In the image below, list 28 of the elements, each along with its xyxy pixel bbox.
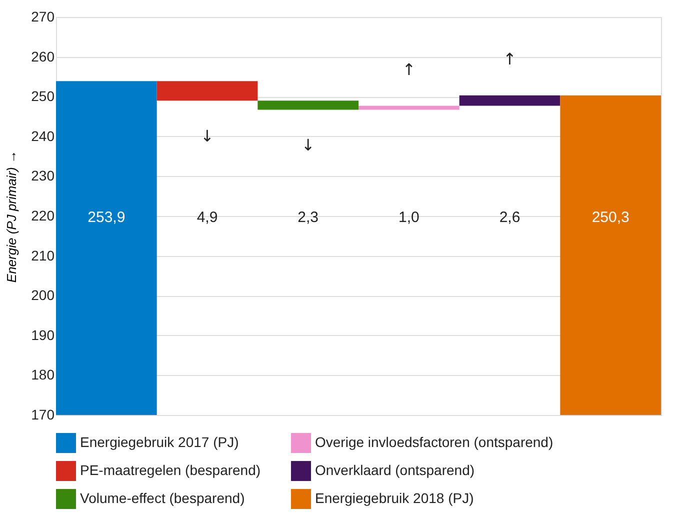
text: 1,0 [398, 209, 420, 226]
y-tick-label: 270 [31, 8, 55, 24]
annotation: ↓ [200, 126, 214, 146]
text: 4,9 [196, 209, 218, 226]
y-tick-label: 170 [31, 406, 55, 422]
legend-label: Onverklaard (ontsparend) [315, 462, 475, 478]
y-tick-label: 240 [31, 128, 55, 144]
legend-label: PE-maatregelen (besparend) [80, 462, 261, 478]
y-tick-label: 250 [31, 88, 55, 104]
legend-label: Energiegebruik 2017 (PJ) [80, 434, 239, 450]
legend-label: Energiegebruik 2018 (PJ) [315, 490, 474, 506]
y-tick-label: 180 [31, 366, 55, 383]
text: 2,6 [499, 209, 520, 226]
y-axis-title: Energie (PJ primair) → [4, 150, 20, 283]
y-tick-label: 200 [31, 287, 55, 304]
y-tick-label: 190 [31, 326, 55, 343]
y-tick-label: 260 [31, 48, 55, 64]
legend-label: Volume-effect (besparend) [80, 490, 245, 506]
y-tick-label: 210 [31, 247, 55, 264]
text: 2,3 [298, 209, 319, 226]
annotation: ↑ [503, 49, 516, 68]
text: 250,3 [592, 209, 630, 226]
annotation: ↑ [402, 60, 416, 79]
y-tick-label: 230 [31, 168, 55, 184]
y-tick-label: 220 [31, 208, 55, 224]
legend-label: Overige invloedsfactoren (ontsparend) [315, 434, 554, 450]
annotation: ↓ [301, 136, 315, 155]
text: 253,9 [88, 209, 126, 226]
